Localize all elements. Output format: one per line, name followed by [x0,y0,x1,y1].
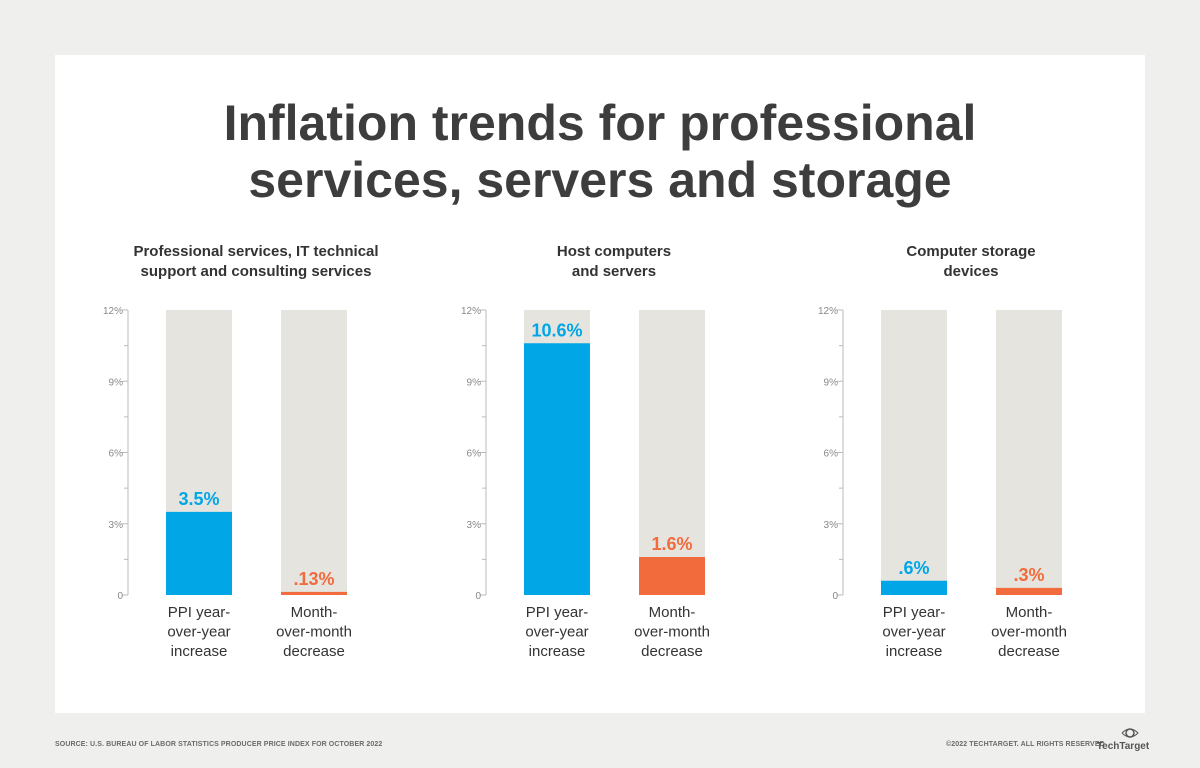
y-tick-label: 6% [466,449,481,460]
brand: TechTarget [1097,741,1150,752]
brand-logo: TechTarget [1097,728,1150,752]
main-title: Inflation trends for professional service… [224,95,977,208]
y-tick-label: 12% [818,306,838,317]
bar-track [996,310,1062,595]
x-tick-label: Month-over-month decrease [634,604,710,660]
x-tick-label: Month-over-month decrease [991,604,1067,660]
card [55,55,1145,713]
y-tick-label: 6% [824,449,839,460]
value-label: 3.5% [178,489,219,509]
header: Inflation trends for professional service… [224,95,977,208]
bar-track [638,310,705,595]
y-tick-label: 9% [466,377,481,388]
chart: Professional services, IT technical suppo… [103,243,379,660]
value-label: .6% [898,558,929,578]
bar-track [881,310,947,595]
value-label: .13% [293,569,334,589]
copyright: ©2022 TECHTARGET. ALL RIGHTS RESERVED [946,741,1105,748]
y-tick-label: 9% [824,377,839,388]
bar [881,580,947,595]
y-tick-label: 3% [109,520,124,531]
value-label: 1.6% [651,534,692,554]
y-tick-label: 0 [832,591,838,602]
bar-track [281,310,347,595]
bar [996,587,1062,595]
x-tick-label: Month-over-month decrease [276,604,352,660]
chart-title: Professional services, IT technical suppo… [133,243,378,280]
x-tick-label: PPI year-over-year increase [525,604,588,660]
value-label: 10.6% [531,320,582,340]
chart: Computer storage devices 0 3% 6% 9% 12% .6% PPI … [818,243,1067,660]
bar [281,591,347,595]
y-tick-label: 0 [475,591,481,602]
chart: Host computers and servers 0 3% 6% 9% 12% 10.6%… [460,243,710,660]
chart-title: Host computers and servers [556,243,670,280]
value-label: .3% [1013,565,1044,585]
bar [523,343,590,595]
source: SOURCE: U.S. BUREAU OF LABOR STATISTICS … [55,741,383,748]
y-tick-label: 3% [466,520,481,531]
x-tick-label: PPI year-over-year increase [882,604,945,660]
y-tick-label: 3% [824,520,839,531]
bar [166,511,232,595]
y-tick-label: 6% [109,449,124,460]
y-tick-label: 0 [117,591,123,602]
chart-title: Computer storage devices [906,243,1035,280]
y-tick-label: 9% [109,377,124,388]
x-tick-label: PPI year-over-year increase [167,604,230,660]
y-tick-label: 12% [103,306,123,317]
y-tick-label: 12% [460,306,480,317]
bar [638,557,705,595]
